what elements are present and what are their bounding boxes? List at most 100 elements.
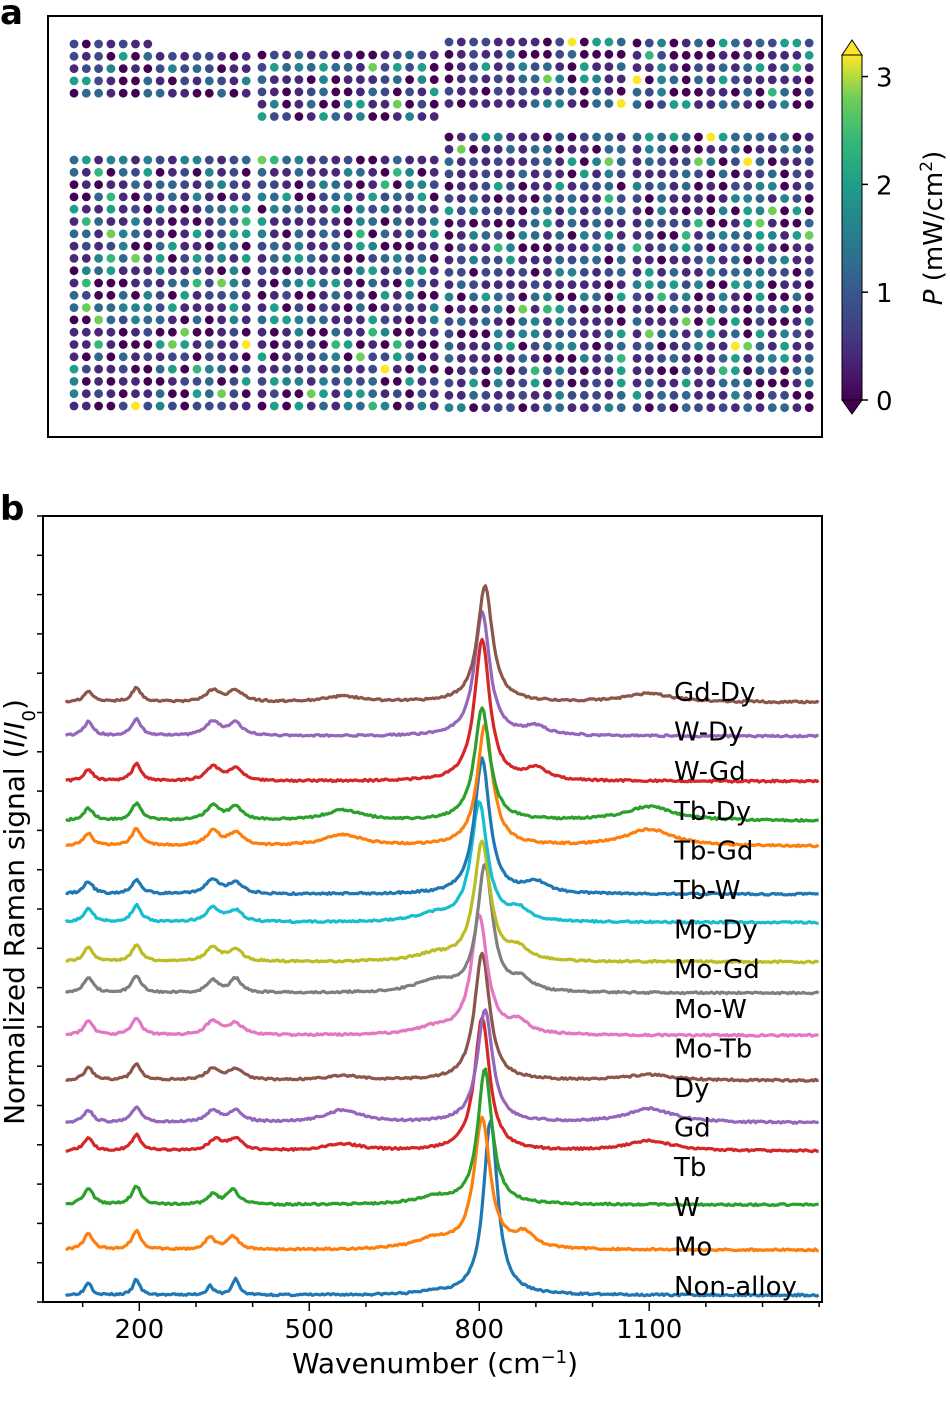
heatmap-dot	[356, 50, 365, 60]
heatmap-dot	[241, 88, 251, 98]
heatmap-dot	[731, 194, 740, 203]
heatmap-dot	[530, 267, 540, 277]
heatmap-dot	[657, 378, 666, 388]
heatmap-dot	[229, 192, 239, 202]
heatmap-dot	[604, 86, 614, 96]
heatmap-dot	[143, 51, 153, 61]
heatmap-dot	[493, 99, 503, 108]
heatmap-dot	[456, 86, 466, 96]
heatmap-dot	[282, 75, 291, 84]
heatmap-dot	[632, 280, 642, 289]
heatmap-dot	[543, 62, 552, 71]
heatmap-dot	[269, 327, 279, 337]
heatmap-dot	[543, 255, 552, 265]
heatmap-dot	[579, 132, 589, 142]
heatmap-dot	[518, 74, 528, 84]
heatmap-dot	[804, 304, 814, 314]
heatmap-dot	[694, 280, 703, 289]
heatmap-dot	[456, 206, 466, 216]
heatmap-dot	[792, 194, 802, 203]
heatmap-dot	[343, 315, 353, 325]
heatmap-dot	[217, 352, 227, 362]
heatmap-dot	[657, 267, 666, 277]
heatmap-dot	[731, 144, 740, 154]
heatmap-dot	[257, 389, 267, 399]
heatmap-dot	[604, 74, 614, 84]
heatmap-dot	[755, 390, 765, 400]
heatmap-dot	[294, 377, 304, 386]
heatmap-dot	[405, 364, 414, 374]
heatmap-dot	[405, 155, 414, 165]
heatmap-dot	[429, 254, 439, 263]
series-line-tb-gd	[65, 723, 820, 849]
heatmap-dot	[204, 167, 214, 177]
heatmap-dot	[543, 267, 552, 277]
heatmap-dot	[469, 267, 478, 277]
heatmap-dot	[356, 155, 365, 165]
heatmap-dot	[306, 389, 316, 399]
heatmap-dot	[592, 231, 601, 240]
heatmap-dot	[604, 132, 614, 142]
heatmap-dot	[306, 180, 316, 190]
heatmap-dot	[241, 401, 251, 411]
heatmap-dot	[306, 278, 316, 288]
heatmap-dot	[632, 378, 642, 388]
heatmap-dot	[229, 180, 239, 190]
heatmap-dot	[204, 64, 214, 73]
heatmap-dot	[269, 180, 279, 190]
heatmap-dot	[417, 167, 427, 177]
heatmap-dot	[493, 206, 503, 216]
heatmap-dot	[94, 389, 103, 399]
heatmap-dot	[217, 217, 227, 226]
heatmap-dot	[681, 181, 691, 191]
heatmap-dot	[657, 354, 666, 363]
heatmap-dot	[792, 255, 802, 265]
heatmap-dot	[217, 389, 227, 399]
heatmap-dot	[644, 292, 654, 302]
heatmap-dot	[530, 49, 540, 59]
heatmap-dot	[204, 327, 214, 337]
heatmap-dot	[567, 49, 577, 59]
heatmap-dot	[493, 144, 503, 154]
heatmap-dot	[767, 218, 777, 228]
heatmap-dot	[481, 280, 491, 289]
heatmap-dot	[241, 327, 251, 337]
heatmap-dot	[81, 315, 91, 325]
heatmap-dot	[429, 62, 439, 72]
heatmap-dot	[81, 64, 91, 73]
series-label: Mo	[674, 1232, 712, 1262]
heatmap-dot	[217, 76, 227, 86]
heatmap-dot	[143, 266, 153, 276]
heatmap-dot	[518, 317, 528, 326]
heatmap-dot	[331, 50, 341, 60]
heatmap-dot	[131, 364, 140, 374]
heatmap-dot	[131, 401, 140, 411]
heatmap-dot	[229, 364, 239, 374]
heatmap-dot	[444, 304, 454, 314]
heatmap-dot	[555, 378, 565, 388]
heatmap-dot	[343, 340, 353, 349]
heatmap-dot	[518, 403, 528, 412]
heatmap-dot	[616, 194, 626, 203]
heatmap-dot	[743, 218, 753, 228]
heatmap-dot	[180, 352, 190, 362]
heatmap-dot	[493, 390, 503, 400]
heatmap-dot	[731, 181, 740, 191]
heatmap-dot	[456, 255, 466, 265]
heatmap-dot	[518, 292, 528, 302]
heatmap-dot	[69, 64, 79, 73]
heatmap-dot	[229, 278, 239, 288]
heatmap-dot	[681, 231, 691, 240]
heatmap-dot	[168, 377, 177, 386]
heatmap-dot	[143, 303, 153, 312]
heatmap-dot	[319, 340, 328, 349]
heatmap-dot	[579, 403, 589, 412]
heatmap-dot	[319, 75, 328, 84]
heatmap-dot	[241, 64, 251, 73]
heatmap-dot	[469, 37, 478, 47]
heatmap-dot	[229, 88, 239, 98]
heatmap-dot	[192, 167, 202, 177]
heatmap-dot	[168, 155, 177, 165]
heatmap-dot	[616, 280, 626, 289]
heatmap-dot	[767, 329, 777, 339]
